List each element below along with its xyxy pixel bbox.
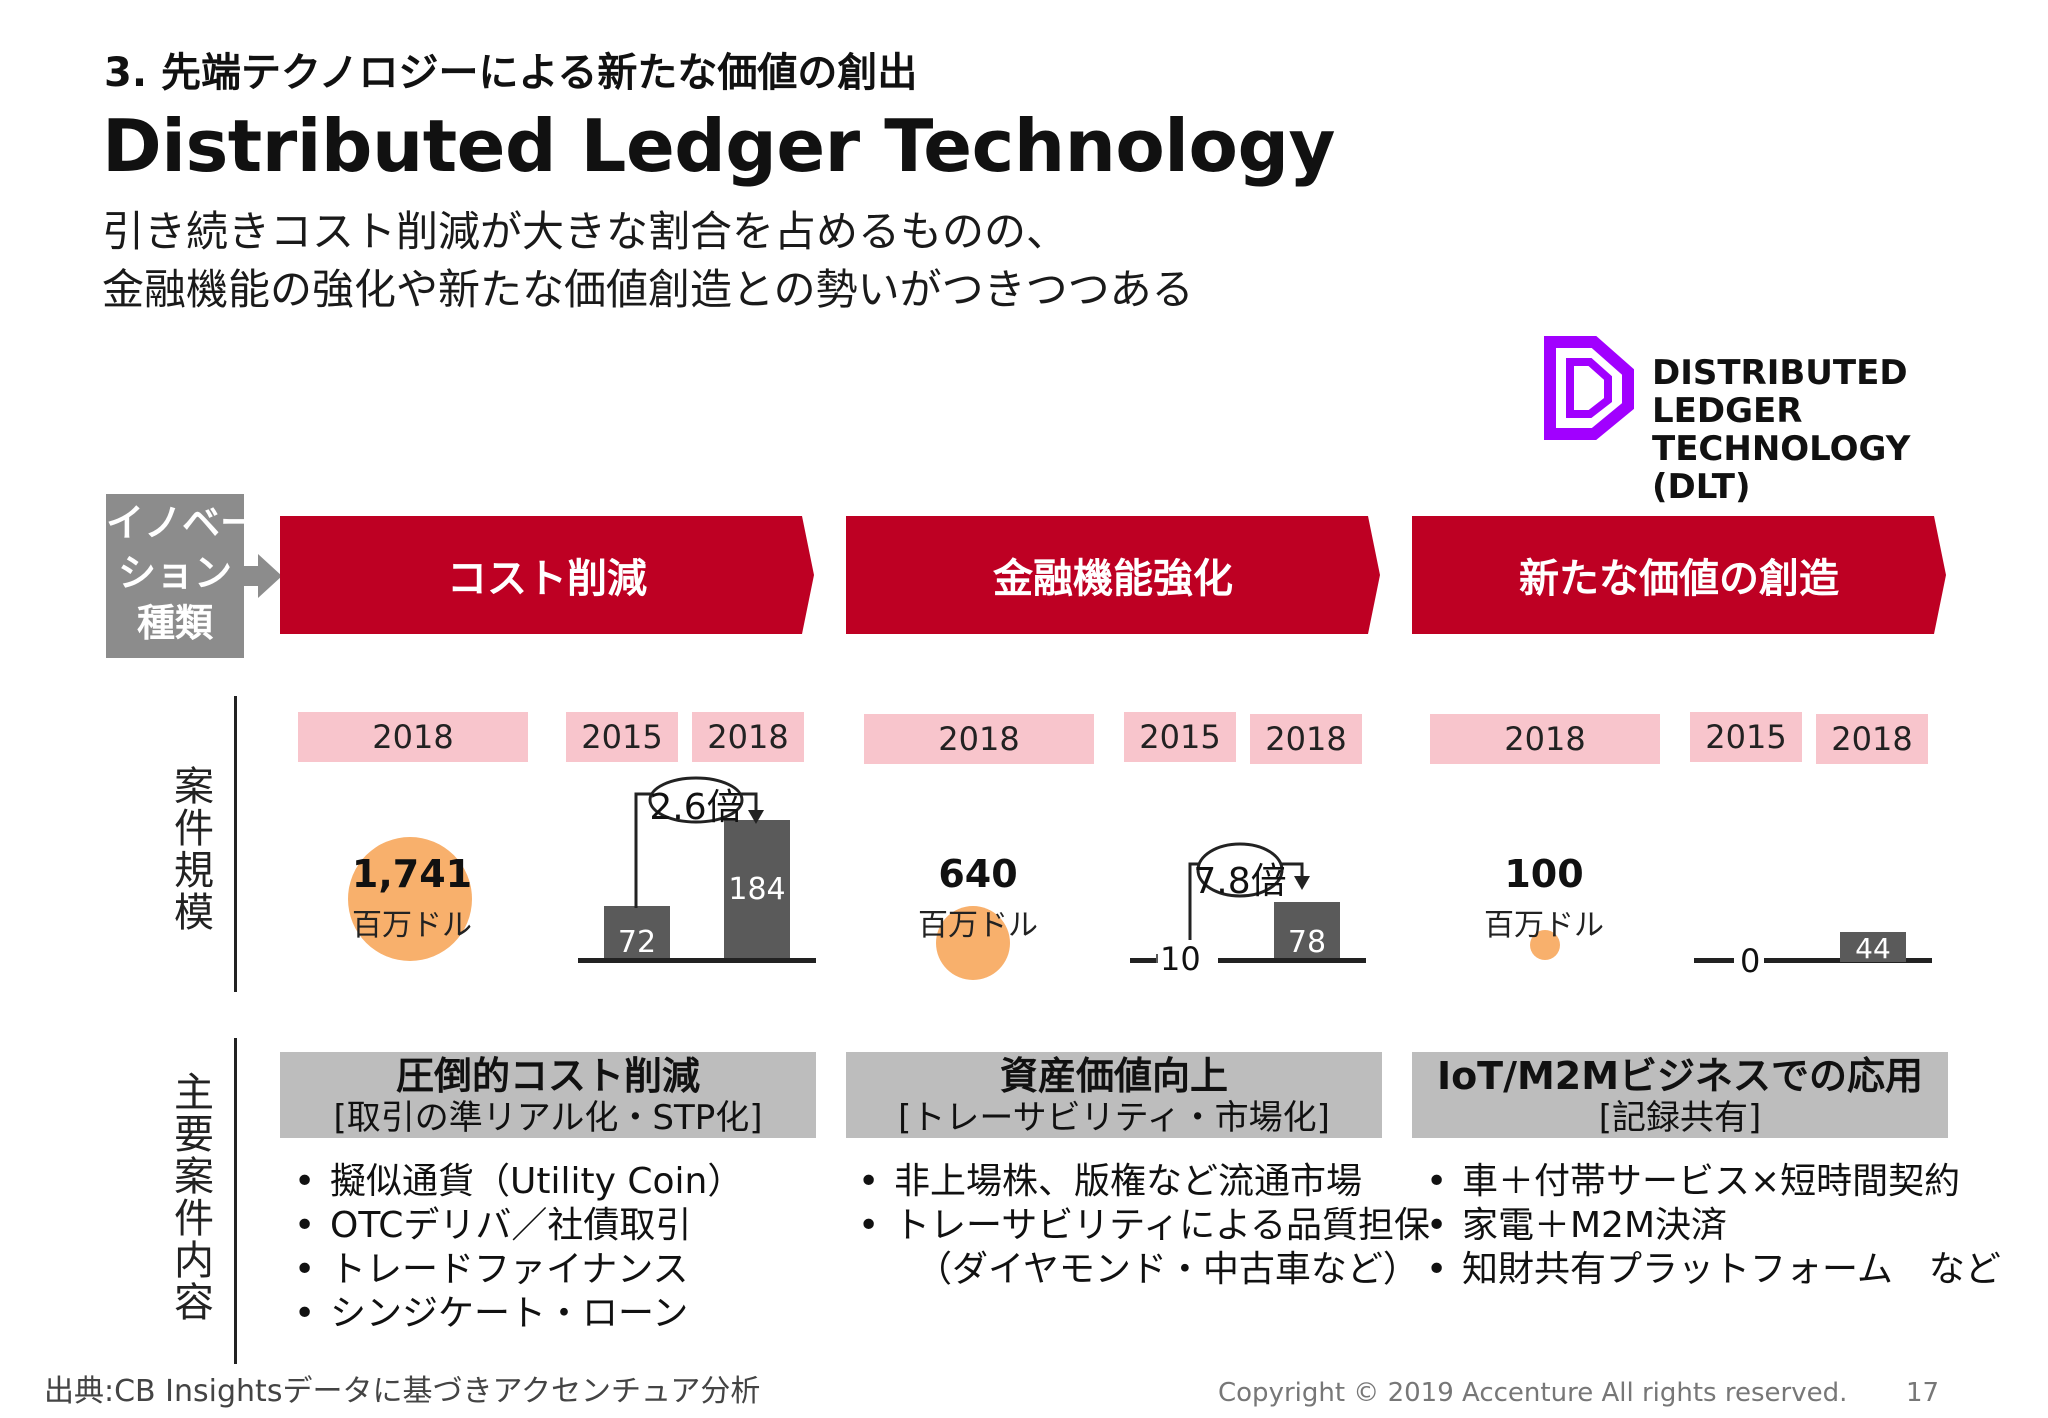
total-unit-finance: 百万ドル bbox=[918, 908, 1038, 943]
bullet-list-new-value: 車＋付帯サービス×短時間契約 家電＋M2M決済 知財共有プラットフォーム など bbox=[1424, 1160, 2001, 1292]
list-item: 知財共有プラットフォーム など bbox=[1424, 1248, 2001, 1292]
dlt-logo-text: DISTRIBUTED LEDGER TECHNOLOGY (DLT) bbox=[1652, 353, 1911, 507]
growth-arrow-finance bbox=[1188, 842, 1310, 940]
subhead-title-new-value: IoT/M2Mビジネスでの応用 bbox=[1436, 1054, 1924, 1098]
list-item: 車＋付帯サービス×短時間契約 bbox=[1424, 1160, 2001, 1204]
main-content-divider bbox=[234, 1038, 237, 1364]
subtitle-line-2: 金融機能の強化や新たな価値創造との勢いがつきつつある bbox=[102, 265, 1194, 314]
bar-2018-cost: 184 bbox=[724, 820, 790, 962]
year-2015-new-value: 2015 bbox=[1690, 712, 1802, 762]
copyright: Copyright © 2019 Accenture All rights re… bbox=[1218, 1378, 1848, 1408]
year-2018-finance: 2018 bbox=[1250, 714, 1362, 764]
innovation-type-label: イノベー ション 種類 bbox=[106, 494, 244, 658]
source-note: 出典:CB Insightsデータに基づきアクセンチュア分析 bbox=[44, 1374, 761, 1409]
total-value-cost: 1,741 bbox=[351, 852, 473, 896]
bullet-list-cost: 擬似通貨（Utility Coin） OTCデリバ／社債取引 トレードファイナン… bbox=[292, 1160, 743, 1336]
total-circle-finance bbox=[936, 906, 1010, 980]
subtitle-line-1: 引き続きコスト削減が大きな割合を占めるものの、 bbox=[102, 207, 1069, 256]
subhead-detail-finance: [トレーサビリティ・市場化] bbox=[898, 1098, 1330, 1138]
section-label: 3. 先端テクノロジーによる新たな価値の創出 bbox=[104, 50, 918, 96]
list-item-continuation: （ダイヤモンド・中古車など） bbox=[916, 1249, 1419, 1290]
growth-arrow-cost bbox=[634, 776, 764, 908]
dlt-d-logo-icon bbox=[1544, 336, 1634, 440]
category-banner-cost: コスト削減 bbox=[280, 516, 814, 634]
multiplier-finance: 7.8倍 bbox=[1193, 861, 1287, 902]
year-2018-cost: 2018 bbox=[692, 712, 804, 762]
bar-2018-new-value: 44 bbox=[1840, 932, 1906, 963]
total-value-finance: 640 bbox=[938, 852, 1018, 896]
list-item: トレーサビリティによる品質担保 bbox=[856, 1204, 1430, 1248]
deal-size-divider bbox=[234, 696, 237, 992]
bar-2015-label-finance: 10 bbox=[1160, 940, 1201, 978]
list-item: 非上場株、版権など流通市場 bbox=[856, 1160, 1430, 1204]
subhead-title-cost: 圧倒的コスト削減 bbox=[395, 1054, 700, 1098]
subhead-detail-cost: [取引の準リアル化・STP化] bbox=[333, 1098, 763, 1138]
category-banner-new-value: 新たな価値の創造 bbox=[1412, 516, 1946, 634]
year-2015-cost: 2015 bbox=[566, 712, 678, 762]
subhead-finance: 資産価値向上 [トレーサビリティ・市場化] bbox=[846, 1052, 1382, 1138]
total-value-new-value: 100 bbox=[1504, 852, 1584, 896]
page-number: 17 bbox=[1906, 1378, 1940, 1408]
subhead-detail-new-value: [記録共有] bbox=[1598, 1098, 1762, 1138]
bar-2015-cost: 72 bbox=[604, 906, 670, 962]
page-title: Distributed Ledger Technology bbox=[102, 104, 1335, 188]
year-2015-finance: 2015 bbox=[1124, 712, 1236, 762]
year-2018-new-value: 2018 bbox=[1816, 714, 1928, 764]
multiplier-cost: 2.6倍 bbox=[649, 787, 743, 828]
total-unit-new-value: 百万ドル bbox=[1484, 908, 1604, 943]
innovation-arrow-icon bbox=[244, 554, 282, 598]
category-banner-finance: 金融機能強化 bbox=[846, 516, 1380, 634]
deal-size-label: 案 件 規 模 bbox=[174, 764, 214, 936]
list-item: 擬似通貨（Utility Coin） bbox=[292, 1160, 743, 1204]
main-content-label: 主 要 案 件 内 容 bbox=[174, 1070, 214, 1326]
list-item: シンジケート・ローン bbox=[292, 1292, 743, 1336]
subhead-cost: 圧倒的コスト削減 [取引の準リアル化・STP化] bbox=[280, 1052, 816, 1138]
year-2018-total-cost: 2018 bbox=[298, 712, 528, 762]
baseline-cost bbox=[578, 958, 816, 963]
list-item: 家電＋M2M決済 bbox=[1424, 1204, 2001, 1248]
subhead-title-finance: 資産価値向上 bbox=[999, 1054, 1228, 1098]
subhead-new-value: IoT/M2Mビジネスでの応用 [記録共有] bbox=[1412, 1052, 1948, 1138]
baseline-new-value bbox=[1694, 958, 1932, 963]
total-circle-cost bbox=[348, 837, 472, 961]
list-item: OTCデリバ／社債取引 bbox=[292, 1204, 743, 1248]
baseline-finance bbox=[1130, 958, 1366, 963]
total-unit-cost: 百万ドル bbox=[352, 908, 472, 943]
year-2018-total-new-value: 2018 bbox=[1430, 714, 1660, 764]
total-circle-new-value bbox=[1530, 930, 1560, 960]
bar-2018-finance: 78 bbox=[1274, 902, 1340, 962]
bullet-list-finance: 非上場株、版権など流通市場 トレーサビリティによる品質担保 （ダイヤモンド・中古… bbox=[856, 1160, 1430, 1292]
bar-2015-label-new-value: 0 bbox=[1740, 942, 1761, 980]
list-item: トレードファイナンス bbox=[292, 1248, 743, 1292]
year-2018-total-finance: 2018 bbox=[864, 714, 1094, 764]
